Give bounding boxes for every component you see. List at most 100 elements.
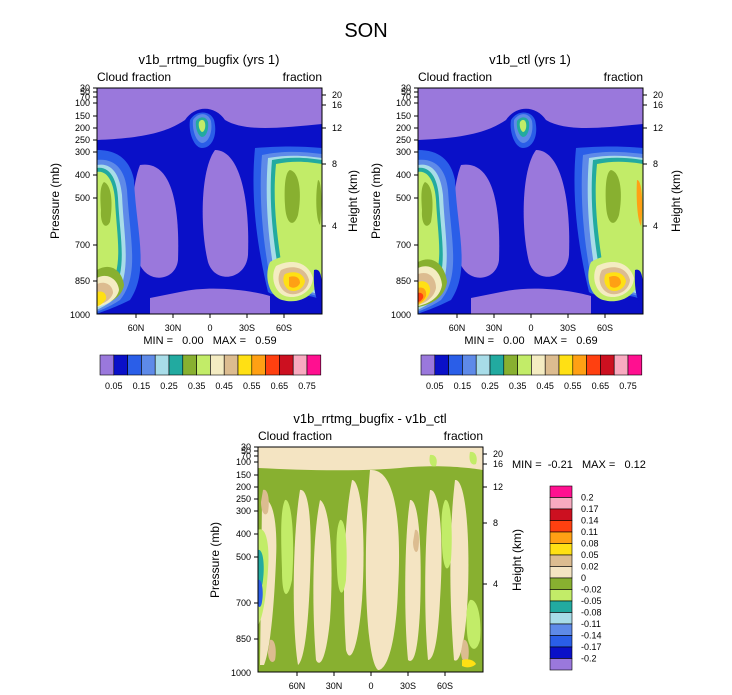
panel-2-right-label: fraction (604, 70, 643, 84)
panel-3-y2tick: 20 (493, 449, 503, 459)
panel-2-ytick: 300 (396, 147, 411, 157)
colorbar-swatch (420, 354, 436, 376)
panel-1-right-label: fraction (283, 70, 322, 84)
panel-1-ytick: 70 (80, 92, 90, 102)
colorbar-label: 0.25 (481, 381, 499, 391)
panel-2: v1b_ctl (yrs 1) Cloud fraction fraction (369, 52, 683, 391)
colorbar-swatch (549, 520, 573, 533)
colorbar-swatch (572, 354, 587, 376)
colorbar-swatch (549, 497, 573, 510)
colorbar-swatch (549, 566, 573, 579)
colorbar-swatch (462, 354, 477, 376)
colorbar-label: 0.45 (536, 381, 554, 391)
panel-1-ytick: 200 (75, 123, 90, 133)
panel-1-y2tick: 16 (332, 100, 342, 110)
colorbar-swatch (549, 646, 573, 659)
panel-1-ytick: 50 (80, 87, 90, 97)
panel-2-y2label: Height (km) (669, 170, 683, 232)
panel-2-y2tick: 8 (653, 159, 658, 169)
colorbar-label: 0.15 (133, 381, 151, 391)
panel-1-ytick: 30 (80, 83, 90, 93)
panel-3-ytick: 150 (236, 470, 251, 480)
colorbar-swatch (292, 354, 308, 376)
colorbar-label: 0.55 (243, 381, 261, 391)
colorbar-swatch (531, 354, 546, 376)
colorbar-swatch (600, 354, 615, 376)
panel-3-y2tick: 4 (493, 579, 498, 589)
panel-2-y2tick: 4 (653, 221, 658, 231)
panel-1-title: v1b_rrtmg_bugfix (yrs 1) (139, 52, 280, 67)
panel-2-ytick: 250 (396, 135, 411, 145)
colorbar-swatch (127, 354, 142, 376)
colorbar-swatch (223, 354, 239, 376)
colorbar-label: 0.05 (581, 550, 599, 560)
main-title: SON (344, 20, 387, 42)
colorbar-swatch (475, 354, 491, 376)
panel-1-xtick: 60S (276, 323, 292, 333)
panel-2-xtick: 0 (528, 323, 533, 333)
colorbar-label: 0.45 (215, 381, 233, 391)
panel-1-ylabel: Pressure (mb) (48, 163, 62, 239)
colorbar-swatch (141, 354, 156, 376)
panel-2-ytick: 30 (401, 83, 411, 93)
colorbar-label: 0.25 (160, 381, 178, 391)
colorbar-label: 0.55 (564, 381, 582, 391)
colorbar-swatch (549, 543, 573, 556)
panel-1-yticks: 30 50 70 100 150 200 250 300 400 500 700… (70, 83, 90, 320)
panel-3-xtick: 60S (437, 681, 453, 691)
panel-1-contours (97, 88, 322, 314)
colorbar-swatch (549, 612, 573, 625)
panel-1-ytick: 500 (75, 193, 90, 203)
colorbar-swatch (99, 354, 115, 376)
colorbar-swatch (549, 635, 573, 648)
panel-3-y2label: Height (km) (510, 529, 524, 591)
panel-3-ylabel: Pressure (mb) (208, 522, 222, 598)
panel-1-ytick: 850 (75, 276, 90, 286)
panel-3-xtick: 30N (326, 681, 343, 691)
panel-1-y2tick: 4 (332, 221, 337, 231)
panel-3-ytick: 100 (236, 457, 251, 467)
panel-3-ytick: 30 (241, 442, 251, 452)
panel-3-left-label: Cloud fraction (258, 429, 332, 443)
colorbar-swatch (265, 354, 280, 376)
colorbar-swatch (279, 354, 294, 376)
panel-2-contours (418, 88, 643, 314)
colorbar-label: 0.05 (426, 381, 444, 391)
panel-3-ytick: 700 (236, 598, 251, 608)
panel-2-ytick: 200 (396, 123, 411, 133)
panel-2-ytick: 70 (401, 92, 411, 102)
colorbar-swatch (196, 354, 211, 376)
panel-2-y2tick: 12 (653, 123, 663, 133)
panel-3-ytick: 250 (236, 494, 251, 504)
colorbar-label: 0.2 (581, 493, 594, 503)
colorbar-swatch (489, 354, 505, 376)
panel-2-xtick: 30N (486, 323, 503, 333)
panel-3-ytick: 1000 (231, 668, 251, 678)
colorbar-swatch (306, 354, 322, 376)
colorbar-label: 0.75 (619, 381, 637, 391)
colorbar-swatch (237, 354, 253, 376)
panel-1-left-label: Cloud fraction (97, 70, 171, 84)
panel-2-y2tick: 20 (653, 90, 663, 100)
panel-1-ytick: 700 (75, 240, 90, 250)
colorbar-label: 0.35 (188, 381, 206, 391)
panel-2-ytick: 50 (401, 87, 411, 97)
colorbar-swatch (210, 354, 225, 376)
colorbar-label: -0.11 (581, 619, 601, 629)
panel-2-xtick: 60N (449, 323, 466, 333)
colorbar-swatch (549, 658, 573, 671)
panel-2-ytick: 850 (396, 276, 411, 286)
colorbar-swatch (549, 600, 573, 613)
panel-3-xticks: 60N 30N 0 30S 60S (289, 681, 453, 691)
panel-1-xtick: 30N (165, 323, 182, 333)
panel-1-y2tick: 12 (332, 123, 342, 133)
panel-3-ytick: 300 (236, 506, 251, 516)
panel-2-colorbar: 0.05 0.15 0.25 0.35 0.45 0.55 0.65 0.75 (420, 354, 643, 391)
colorbar-swatch (113, 354, 128, 376)
colorbar-swatch (549, 485, 573, 498)
colorbar-swatch (549, 531, 573, 544)
panel-1-colorbar: 0.05 0.15 0.25 0.35 0.45 0.55 0.65 0.75 (99, 354, 322, 391)
colorbar-label: 0.65 (592, 381, 610, 391)
panel-2-stats: MIN = 0.00 MAX = 0.69 (464, 335, 597, 347)
colorbar-swatch (182, 354, 197, 376)
